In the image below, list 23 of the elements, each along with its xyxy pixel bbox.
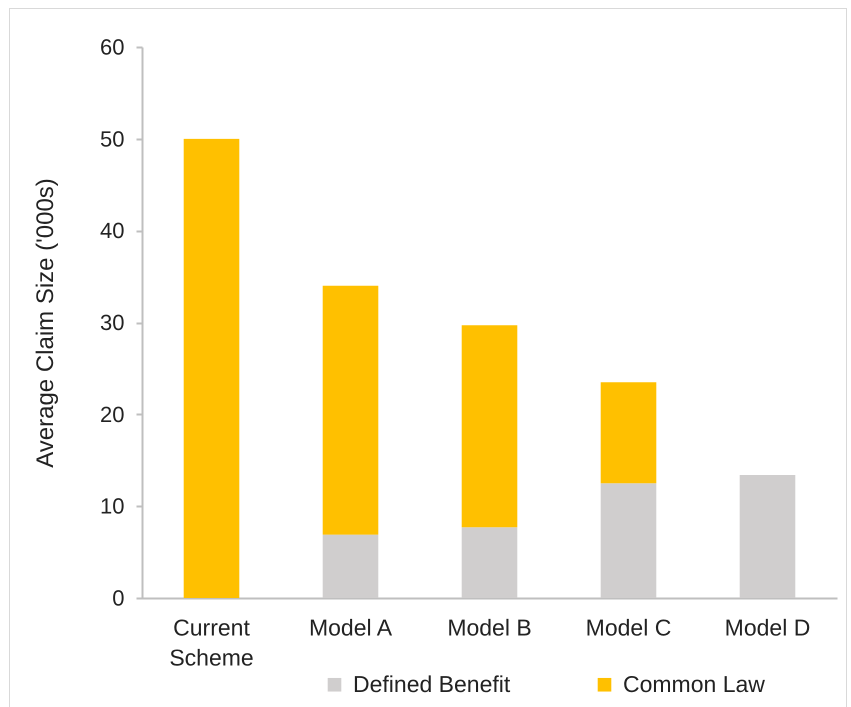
y-tick-label: 60 [100, 34, 124, 60]
x-tick-label: Model A [308, 614, 393, 640]
bar [462, 325, 518, 528]
y-tick-label: 0 [112, 586, 124, 610]
legend-label: Common Law [623, 670, 766, 697]
y-tick-label: 40 [100, 218, 124, 244]
y-tick-label: 20 [100, 402, 124, 427]
x-tick-label: Model B [447, 614, 532, 640]
x-tick-label: Model C [586, 614, 672, 640]
bar [740, 474, 796, 598]
bar [322, 286, 378, 535]
bar [600, 483, 656, 598]
x-tick-label: Model D [724, 614, 810, 640]
bar [600, 382, 656, 484]
y-axis-title: Average Claim Size ('000s) [32, 178, 60, 468]
bar [184, 138, 240, 598]
x-tick-label: Current Scheme [169, 614, 254, 670]
bar [462, 527, 518, 598]
y-tick-label: 10 [100, 494, 124, 519]
y-tick-label: 30 [100, 310, 124, 335]
legend-label: Defined Benefit [353, 670, 511, 697]
bar [322, 534, 378, 598]
y-tick-label: 50 [100, 126, 124, 152]
